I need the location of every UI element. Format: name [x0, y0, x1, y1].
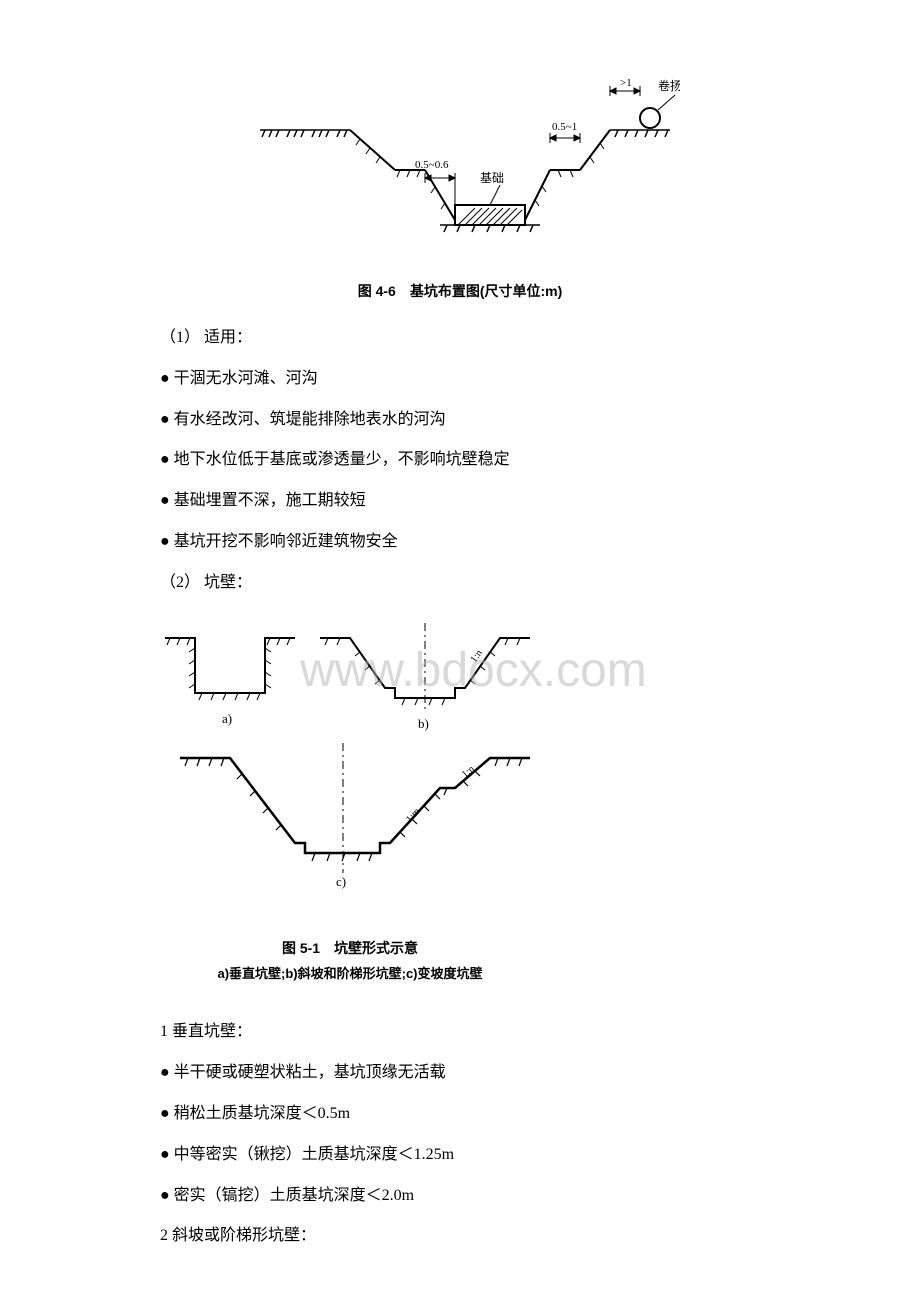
section-3-heading: 1 垂直坑壁：: [60, 1018, 860, 1047]
winch-label: 卷扬机: [658, 78, 680, 93]
section-1-heading: （1） 适用：: [60, 324, 860, 353]
bullet-1-1: ● 干涸无水河滩、河沟: [60, 365, 860, 394]
fig2-label-c: c): [336, 874, 346, 889]
bullet-3-3: ● 中等密实（锹挖）土质基坑深度＜1.25m: [60, 1141, 860, 1170]
fig2-label-b: b): [418, 716, 429, 731]
bullet-1-5: ● 基坑开挖不影响邻近建筑物安全: [60, 528, 860, 557]
section-4-heading: 2 斜坡或阶梯形坑壁：: [60, 1222, 860, 1251]
figure-4-6-caption: 图 4-6 基坑布置图(尺寸单位:m): [60, 279, 860, 304]
dim-mid: 0.5~1: [552, 121, 577, 133]
figure-5-1-subtitle: a)垂直坑壁;b)斜坡和阶梯形坑壁;c)变坡度坑壁: [160, 962, 540, 985]
fig2-slope-n2: 1:n: [460, 763, 477, 780]
figure-5-1: a) 1:n b): [60, 618, 860, 989]
bullet-3-1: ● 半干硬或硬塑状粘土，基坑顶缘无活载: [60, 1059, 860, 1088]
bullet-1-2: ● 有水经改河、筑堤能排除地表水的河沟: [60, 406, 860, 435]
dim-top-right: >1: [620, 77, 632, 89]
section-2-heading: （2） 坑壁：: [60, 569, 860, 598]
bullet-3-4: ● 密实（镐挖）土质基坑深度＜2.0m: [60, 1182, 860, 1211]
figure-4-6: >1 卷扬机 0.5~1 0.5~0.6 基础: [60, 60, 860, 304]
bullet-3-2: ● 稍松土质基坑深度＜0.5m: [60, 1100, 860, 1129]
pit-layout-diagram: >1 卷扬机 0.5~1 0.5~0.6 基础: [240, 60, 680, 260]
bullet-1-3: ● 地下水位低于基底或渗透量少，不影响坑壁稳定: [60, 446, 860, 475]
pit-wall-forms-diagram: a) 1:n b): [160, 618, 540, 918]
dim-left: 0.5~0.6: [415, 159, 449, 171]
figure-5-1-caption: 图 5-1 坑壁形式示意: [160, 936, 540, 961]
foundation-label: 基础: [480, 171, 504, 185]
fig2-label-a: a): [222, 711, 232, 726]
bullet-1-4: ● 基础埋置不深，施工期较短: [60, 487, 860, 516]
